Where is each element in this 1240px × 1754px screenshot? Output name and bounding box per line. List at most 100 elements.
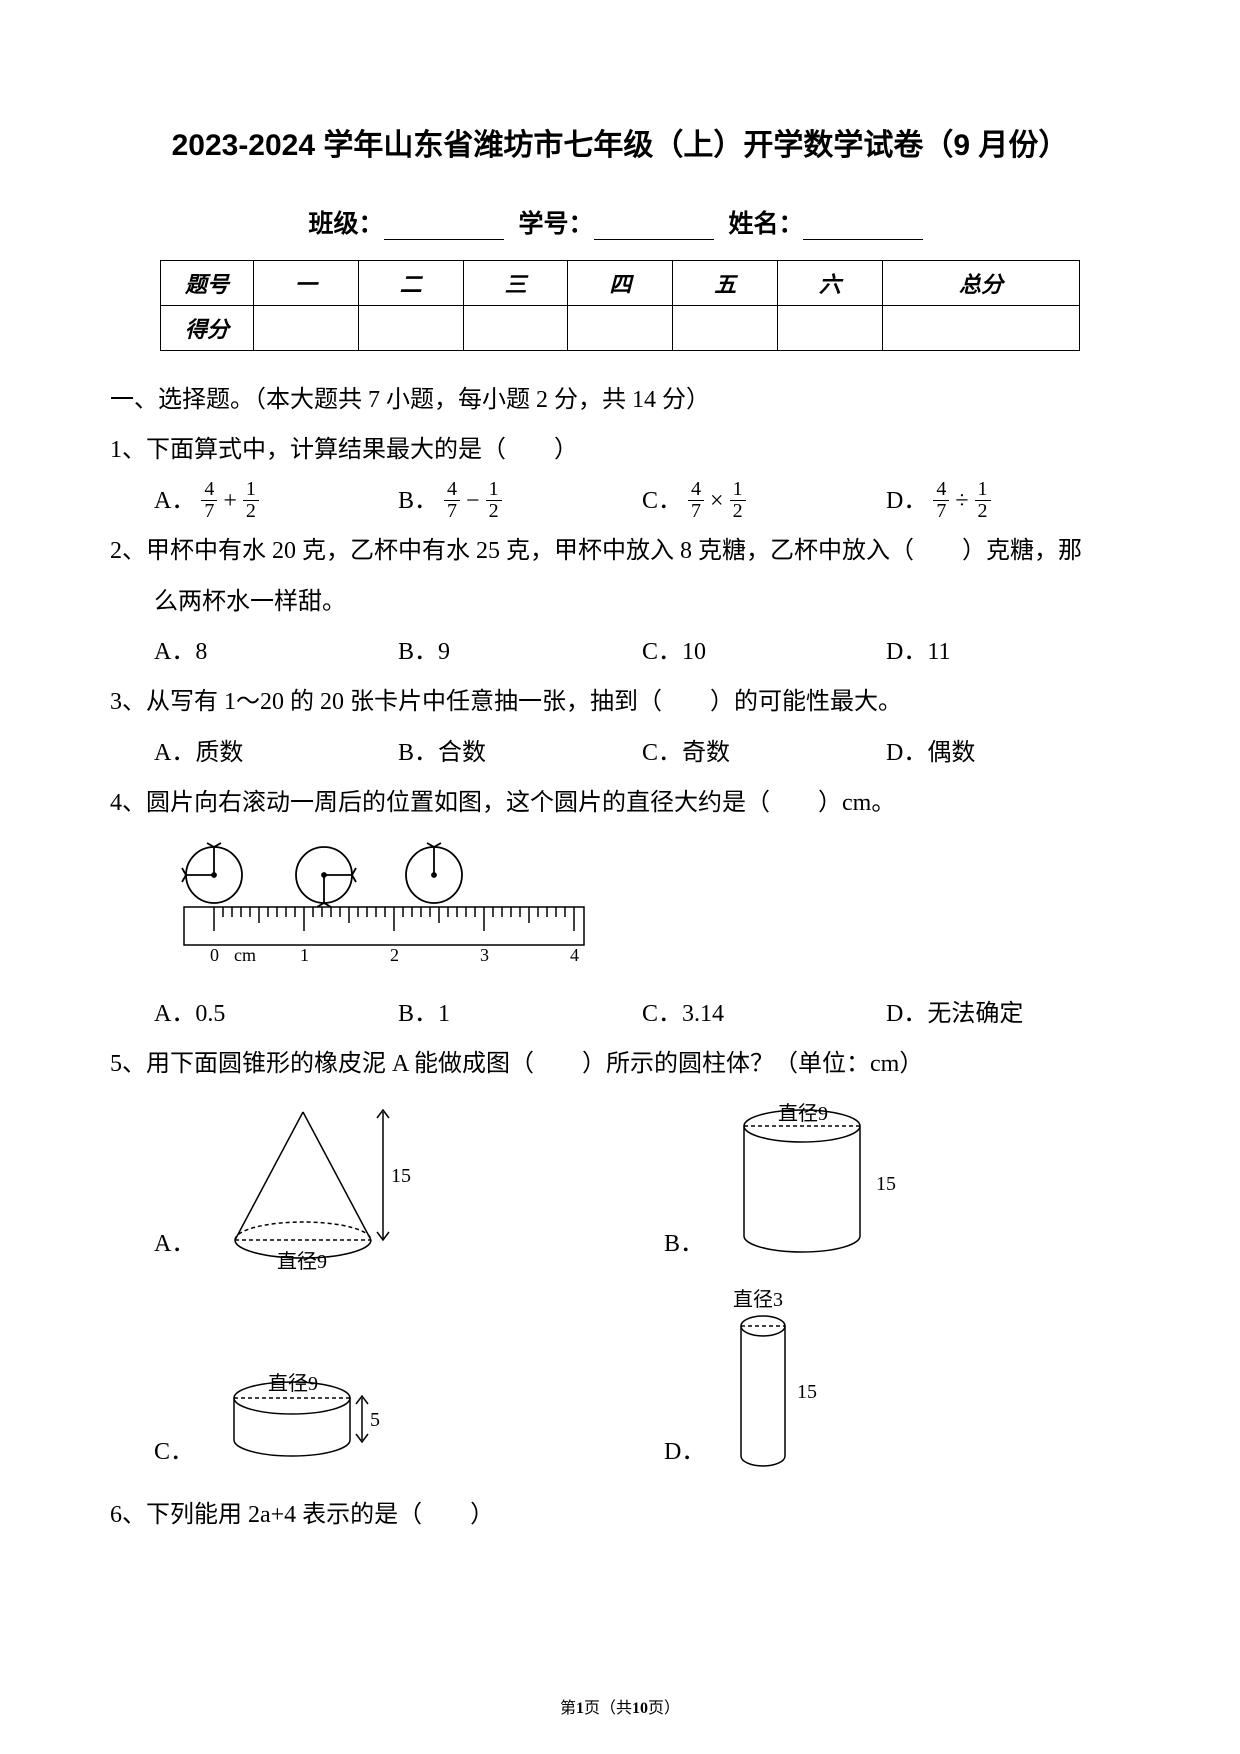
q4-opt-a[interactable]: A．0.5 — [154, 989, 398, 1039]
q4-opt-b[interactable]: B．1 — [398, 989, 642, 1039]
q3-opt-d[interactable]: D．偶数 — [886, 728, 1130, 778]
svg-text:4: 4 — [570, 945, 579, 965]
q5-opt-b[interactable]: B． 直径9 15 — [620, 1100, 1130, 1270]
td-3[interactable] — [463, 306, 568, 351]
id-label: 学号： — [518, 210, 593, 238]
opt-label: C． — [154, 1427, 194, 1477]
q2-opt-a[interactable]: A．8 — [154, 627, 398, 677]
svg-text:3: 3 — [480, 945, 489, 965]
op: × — [710, 488, 724, 514]
q2-stem-1: 2、甲杯中有水 20 克，乙杯中有水 25 克，甲杯中放入 8 克糖，乙杯中放入… — [110, 526, 1130, 576]
q1-opt-b[interactable]: B． 47 − 12 — [398, 476, 642, 526]
fraction-icon: 47 — [444, 479, 460, 522]
name-label: 姓名： — [728, 210, 803, 238]
q6-stem: 6、下列能用 2a+4 表示的是（ ） — [110, 1490, 1130, 1540]
class-label: 班级： — [309, 210, 384, 238]
q3-stem: 3、从写有 1～20 的 20 张卡片中任意抽一张，抽到（ ）的可能性最大。 — [110, 677, 1130, 727]
opt-label: B． — [398, 488, 438, 514]
th-4: 四 — [568, 261, 673, 306]
th-3: 三 — [463, 261, 568, 306]
td-1[interactable] — [254, 306, 359, 351]
q5-opt-a[interactable]: A． 15 直径9 — [110, 1100, 620, 1270]
opt-label: C． — [642, 488, 682, 514]
cylinder-short-icon: 直径9 5 — [212, 1368, 432, 1478]
op: − — [466, 488, 480, 514]
q3-opt-c[interactable]: C．奇数 — [642, 728, 886, 778]
op: + — [223, 488, 237, 514]
opt-label: B． — [664, 1219, 704, 1269]
td-2[interactable] — [358, 306, 463, 351]
q2-stem-2: 么两杯水一样甜。 — [110, 577, 1130, 627]
q4-figure: 0 cm 1 2 3 4 — [110, 835, 1130, 983]
fraction-icon: 12 — [243, 479, 259, 522]
fraction-icon: 12 — [730, 479, 746, 522]
svg-text:直径9: 直径9 — [268, 1372, 318, 1395]
fraction-icon: 12 — [975, 479, 991, 522]
page-title: 2023-2024 学年山东省潍坊市七年级（上）开学数学试卷（9 月份） — [110, 120, 1130, 164]
td-total[interactable] — [882, 306, 1079, 351]
score-table: 题号 一 二 三 四 五 六 总分 得分 — [160, 260, 1080, 351]
fraction-icon: 47 — [201, 479, 217, 522]
q2-opt-c[interactable]: C．10 — [642, 627, 886, 677]
q3-opt-a[interactable]: A．质数 — [154, 728, 398, 778]
q4-options: A．0.5 B．1 C．3.14 D．无法确定 — [110, 989, 1130, 1039]
q5-row-ab: A． 15 直径9 B． — [110, 1100, 1130, 1270]
svg-text:直径9: 直径9 — [778, 1102, 828, 1125]
td-4[interactable] — [568, 306, 673, 351]
svg-text:0: 0 — [210, 945, 219, 965]
name-blank[interactable] — [803, 239, 923, 240]
rolling-circle-ruler-icon: 0 cm 1 2 3 4 — [154, 835, 594, 965]
q4-stem: 4、圆片向右滚动一周后的位置如图，这个圆片的直径大约是（ ）cm。 — [110, 778, 1130, 828]
section-a-heading: 一、选择题。（本大题共 7 小题，每小题 2 分，共 14 分） — [110, 375, 1130, 425]
q5-opt-c[interactable]: C． 直径9 5 — [110, 1288, 620, 1478]
cylinder-icon: 直径9 15 — [722, 1100, 942, 1270]
td-score-label: 得分 — [161, 306, 254, 351]
q5-row-cd: C． 直径9 5 D． — [110, 1288, 1130, 1478]
table-row: 得分 — [161, 306, 1080, 351]
q3-options: A．质数 B．合数 C．奇数 D．偶数 — [110, 728, 1130, 778]
table-row: 题号 一 二 三 四 五 六 总分 — [161, 261, 1080, 306]
class-blank[interactable] — [384, 239, 504, 240]
fraction-icon: 12 — [486, 479, 502, 522]
svg-text:直径9: 直径9 — [277, 1250, 327, 1270]
q1-opt-c[interactable]: C． 47 × 12 — [642, 476, 886, 526]
svg-text:2: 2 — [390, 945, 399, 965]
q5-opt-d[interactable]: D． 直径3 15 — [620, 1288, 1130, 1478]
info-line: 班级： 学号： 姓名： — [110, 204, 1130, 240]
svg-text:15: 15 — [797, 1381, 817, 1403]
cone-icon: 15 直径9 — [213, 1100, 413, 1270]
q5-stem: 5、用下面圆锥形的橡皮泥 A 能做成图（ ）所示的圆柱体？（单位：cm） — [110, 1039, 1130, 1089]
q1-opt-d[interactable]: D． 47 ÷ 12 — [886, 476, 1130, 526]
svg-text:cm: cm — [234, 945, 256, 965]
q2-options: A．8 B．9 C．10 D．11 — [110, 627, 1130, 677]
cylinder-tall-icon: 直径3 15 — [723, 1288, 883, 1478]
q3-opt-b[interactable]: B．合数 — [398, 728, 642, 778]
th-5: 五 — [673, 261, 778, 306]
q2-opt-b[interactable]: B．9 — [398, 627, 642, 677]
td-6[interactable] — [778, 306, 883, 351]
svg-text:1: 1 — [300, 945, 309, 965]
q1-options: A． 47 + 12 B． 47 − 12 C． 47 × 12 D． 47 ÷ — [110, 476, 1130, 526]
q4-opt-c[interactable]: C．3.14 — [642, 989, 886, 1039]
opt-label: D． — [664, 1427, 705, 1477]
svg-text:直径3: 直径3 — [733, 1288, 783, 1311]
svg-text:5: 5 — [370, 1409, 380, 1431]
fraction-icon: 47 — [933, 479, 949, 522]
q1-opt-a[interactable]: A． 47 + 12 — [154, 476, 398, 526]
id-blank[interactable] — [594, 239, 714, 240]
fraction-icon: 47 — [688, 479, 704, 522]
svg-text:15: 15 — [391, 1165, 411, 1187]
opt-label: A． — [154, 1219, 195, 1269]
page-footer: 第1页（共10页） — [0, 1694, 1240, 1718]
th-1: 一 — [254, 261, 359, 306]
opt-label: A． — [154, 488, 195, 514]
q2-opt-d[interactable]: D．11 — [886, 627, 1130, 677]
td-5[interactable] — [673, 306, 778, 351]
q1-stem: 1、下面算式中，计算结果最大的是（ ） — [110, 425, 1130, 475]
th-6: 六 — [778, 261, 883, 306]
opt-label: D． — [886, 488, 927, 514]
op: ÷ — [955, 488, 968, 514]
q4-opt-d[interactable]: D．无法确定 — [886, 989, 1130, 1039]
th-2: 二 — [358, 261, 463, 306]
th-total: 总分 — [882, 261, 1079, 306]
